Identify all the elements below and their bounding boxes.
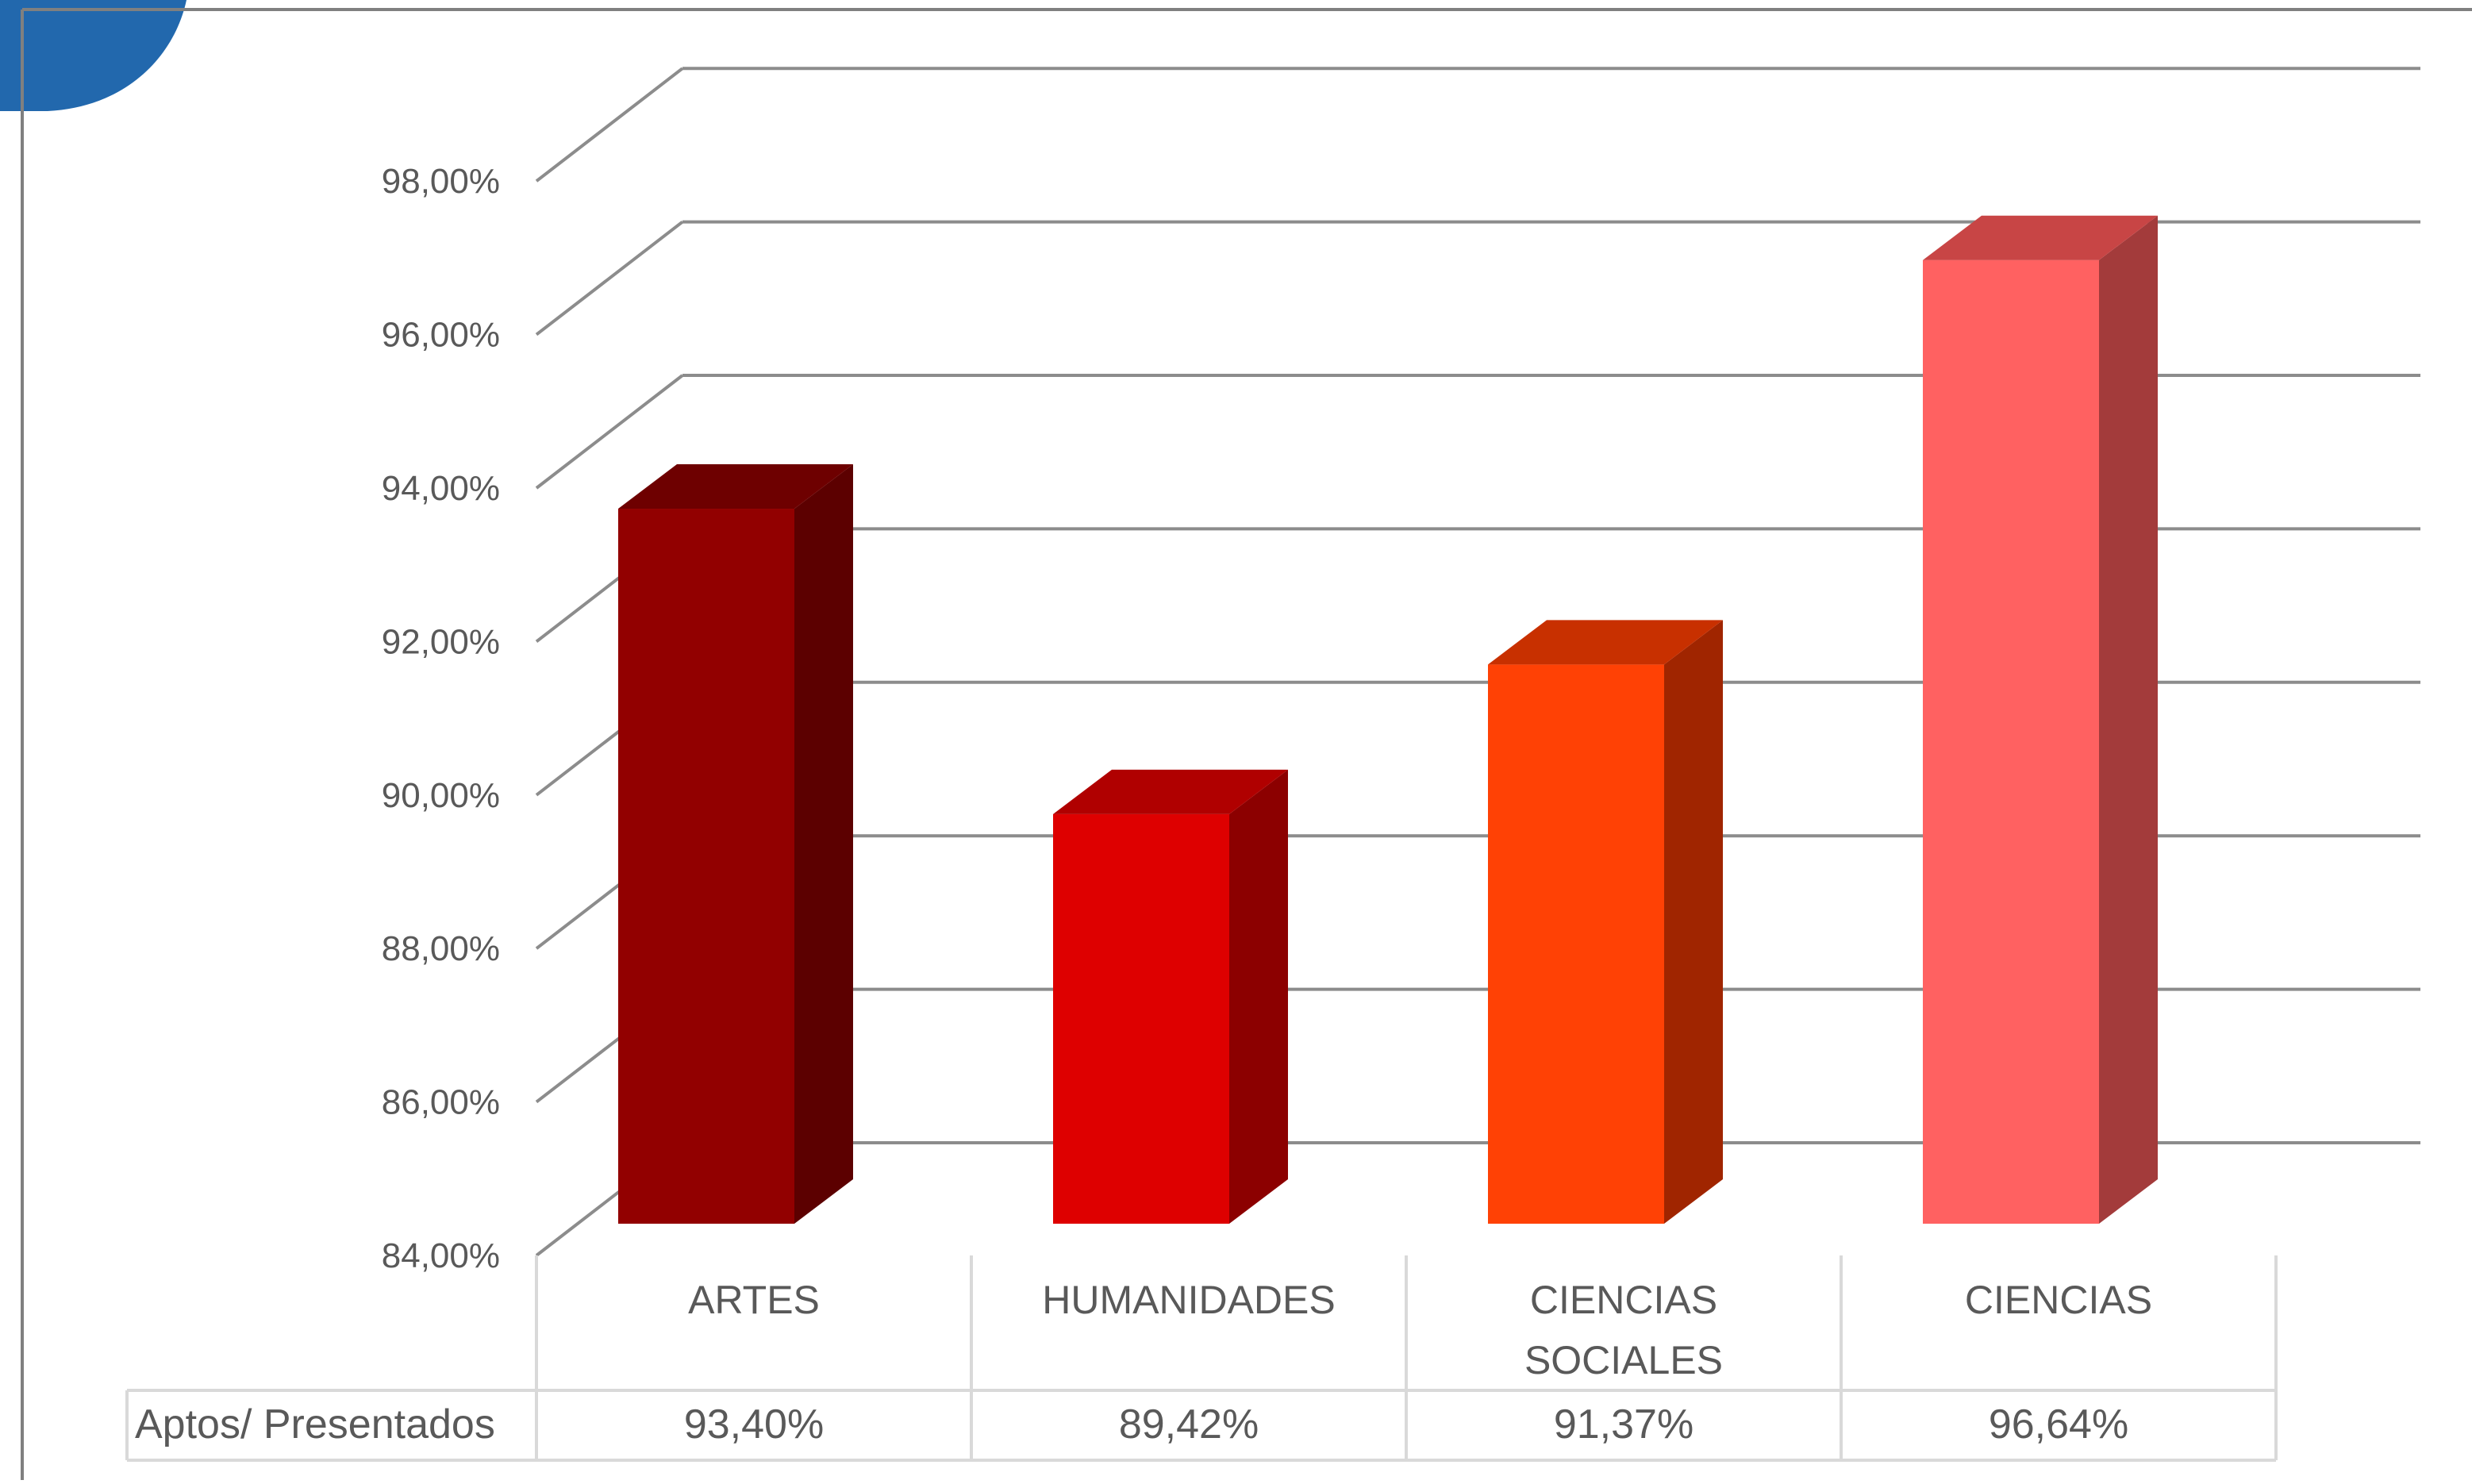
gridline-depth <box>535 374 684 490</box>
gridline-depth <box>535 67 684 183</box>
y-tick-label: 84,00% <box>382 1236 500 1275</box>
y-tick-label: 88,00% <box>382 929 500 968</box>
y-tick-label: 86,00% <box>382 1083 500 1122</box>
x-category-label: HUMANIDADES <box>1042 1278 1335 1322</box>
data-table-row-label: Aptos/ Presentados <box>135 1401 495 1447</box>
y-tick-label: 98,00% <box>382 162 500 201</box>
bar-top-0 <box>618 464 853 509</box>
y-tick-label: 90,00% <box>382 776 500 815</box>
corner-decoration-shape <box>0 0 186 111</box>
x-category-label: CIENCIAS <box>1965 1278 2152 1322</box>
bar-front-2 <box>1488 664 1664 1224</box>
y-tick-label: 94,00% <box>382 469 500 508</box>
gridline-depth <box>535 221 684 336</box>
bar-side-0 <box>794 464 853 1224</box>
y-tick-label: 96,00% <box>382 316 500 355</box>
y-tick-label: 92,00% <box>382 622 500 661</box>
data-table-value: 91,37% <box>1554 1401 1693 1447</box>
bar-top-2 <box>1488 620 1723 665</box>
bar-side-1 <box>1229 769 1288 1224</box>
bar-top-1 <box>1053 769 1288 814</box>
x-category-label: SOCIALES <box>1524 1338 1723 1382</box>
bar-front-1 <box>1053 813 1229 1224</box>
bar-front-0 <box>618 509 794 1224</box>
x-category-label: ARTES <box>688 1278 820 1322</box>
bar-top-3 <box>1923 215 2158 260</box>
data-table-value: 89,42% <box>1119 1401 1259 1447</box>
data-table-value: 96,64% <box>1989 1401 2128 1447</box>
bar-front-3 <box>1923 260 2099 1224</box>
bar-side-3 <box>2099 215 2158 1224</box>
data-table-value: 93,40% <box>684 1401 824 1447</box>
bar-side-2 <box>1664 620 1723 1224</box>
x-category-label: CIENCIAS <box>1530 1278 1717 1322</box>
